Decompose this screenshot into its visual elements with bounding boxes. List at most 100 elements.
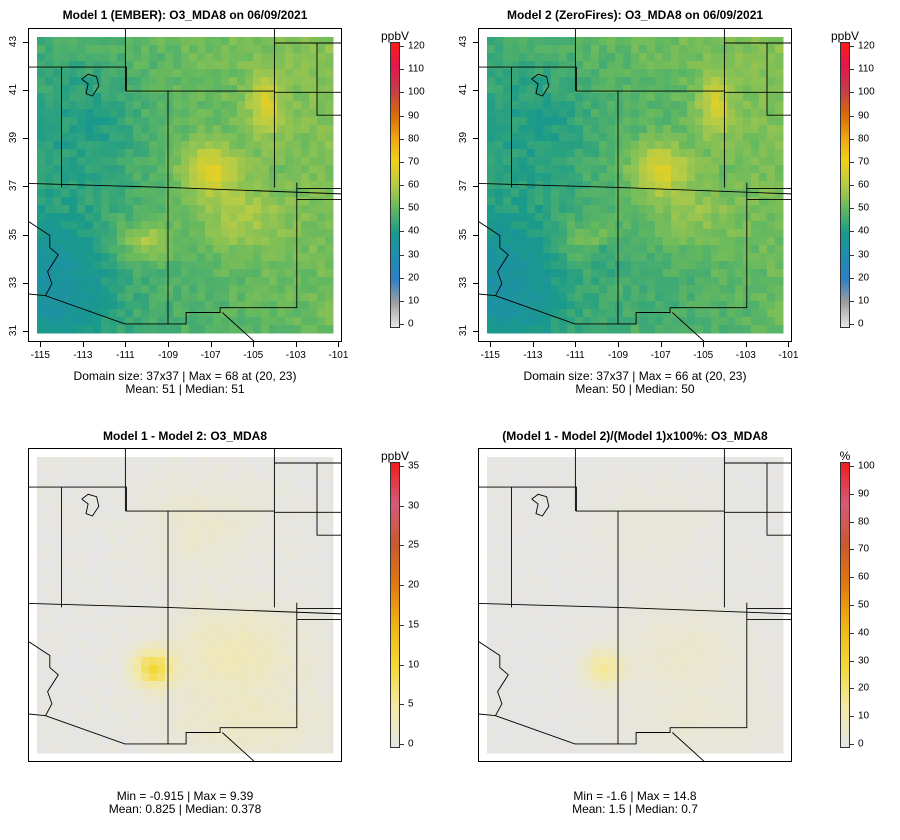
- grid-cell: [559, 101, 568, 110]
- grid-cell: [181, 269, 190, 278]
- grid-cell: [543, 285, 552, 294]
- grid-cell: [45, 569, 54, 578]
- grid-cell: [133, 205, 142, 214]
- grid-cell: [53, 53, 62, 62]
- grid-cell: [53, 649, 62, 658]
- grid-cell: [133, 285, 142, 294]
- grid-cell: [229, 157, 238, 166]
- grid-cell: [77, 317, 86, 326]
- grid-cell: [77, 261, 86, 270]
- grid-cell: [591, 553, 600, 562]
- grid-cell: [141, 593, 150, 602]
- state-boundary: [531, 73, 550, 97]
- grid-cell: [535, 521, 544, 530]
- grid-cell: [607, 173, 616, 182]
- colorbar-tick-mark: [400, 704, 404, 706]
- grid-cell: [309, 625, 318, 634]
- grid-cell: [735, 473, 744, 482]
- grid-cell: [133, 117, 142, 126]
- grid-cell: [197, 729, 206, 738]
- grid-cell: [133, 673, 142, 682]
- grid-cell: [727, 473, 736, 482]
- grid-cell: [109, 93, 118, 102]
- grid-cell: [133, 109, 142, 118]
- grid-cell: [69, 109, 78, 118]
- grid-cell: [567, 261, 576, 270]
- grid-cell: [117, 253, 126, 262]
- grid-cell: [583, 93, 592, 102]
- grid-cell: [695, 245, 704, 254]
- grid-cell: [591, 213, 600, 222]
- grid-cell: [45, 85, 54, 94]
- grid-cell: [591, 513, 600, 522]
- grid-cell: [37, 585, 46, 594]
- grid-cell: [591, 181, 600, 190]
- grid-cell: [309, 473, 318, 482]
- grid-cell: [101, 561, 110, 570]
- grid-cell: [727, 317, 736, 326]
- grid-cell: [759, 593, 768, 602]
- grid-cell: [229, 481, 238, 490]
- grid-cell: [205, 77, 214, 86]
- grid-cell: [141, 617, 150, 626]
- grid-cell: [767, 521, 776, 530]
- grid-cell: [221, 713, 230, 722]
- grid-cell: [149, 473, 158, 482]
- grid-cell: [527, 577, 536, 586]
- grid-cell: [325, 737, 334, 746]
- grid-cell: [261, 617, 270, 626]
- grid-cell: [125, 125, 134, 134]
- grid-cell: [599, 473, 608, 482]
- grid-cell: [743, 141, 752, 150]
- grid-cell: [639, 245, 648, 254]
- grid-cell: [301, 69, 310, 78]
- grid-cell: [711, 293, 720, 302]
- grid-cell: [117, 689, 126, 698]
- x-axis-tick-mark: [210, 342, 212, 347]
- grid-cell: [647, 213, 656, 222]
- grid-cell: [181, 481, 190, 490]
- grid-cell: [519, 513, 528, 522]
- grid-cell: [149, 569, 158, 578]
- grid-cell: [503, 537, 512, 546]
- grid-cell: [117, 261, 126, 270]
- grid-cell: [101, 221, 110, 230]
- grid-cell: [695, 465, 704, 474]
- grid-cell: [165, 633, 174, 642]
- grid-cell: [655, 109, 664, 118]
- grid-cell: [559, 213, 568, 222]
- grid-cell: [189, 237, 198, 246]
- grid-cell: [253, 457, 262, 466]
- grid-cell: [213, 285, 222, 294]
- grid-cell: [85, 237, 94, 246]
- grid-cell: [583, 253, 592, 262]
- grid-cell: [101, 465, 110, 474]
- grid-cell: [285, 173, 294, 182]
- grid-cell: [221, 737, 230, 746]
- grid-cell: [679, 521, 688, 530]
- grid-cell: [487, 481, 496, 490]
- grid-cell: [245, 61, 254, 70]
- grid-cell: [583, 221, 592, 230]
- grid-cell: [245, 165, 254, 174]
- grid-cell: [503, 317, 512, 326]
- grid-cell: [261, 85, 270, 94]
- grid-cell: [77, 681, 86, 690]
- grid-cell: [221, 481, 230, 490]
- grid-cell: [671, 149, 680, 158]
- grid-cell: [735, 537, 744, 546]
- grid-cell: [149, 721, 158, 730]
- grid-cell: [719, 529, 728, 538]
- grid-cell: [575, 85, 584, 94]
- grid-cell: [229, 197, 238, 206]
- grid-cell: [599, 261, 608, 270]
- grid-cell: [157, 245, 166, 254]
- grid-cell: [213, 309, 222, 318]
- grid-cell: [735, 317, 744, 326]
- grid-cell: [157, 713, 166, 722]
- grid-cell: [173, 593, 182, 602]
- grid-cell: [133, 125, 142, 134]
- grid-cell: [93, 729, 102, 738]
- grid-cell: [37, 609, 46, 618]
- grid-cell: [317, 617, 326, 626]
